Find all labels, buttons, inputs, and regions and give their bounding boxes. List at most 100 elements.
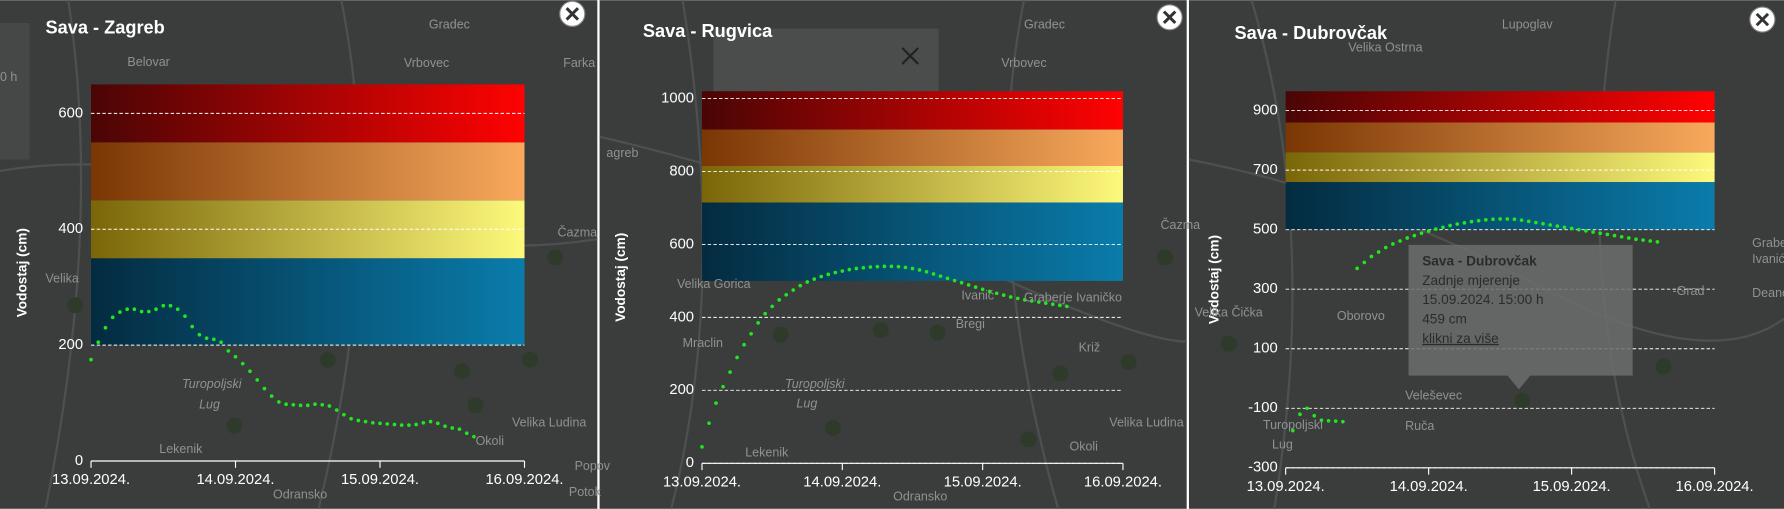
- map-label: Turopoljski: [182, 377, 243, 391]
- map-label: Lupoglav: [1502, 18, 1553, 32]
- data-point: [1419, 231, 1424, 236]
- data-point: [1448, 223, 1452, 228]
- map-label: -Grad: [1673, 284, 1705, 298]
- ghost-dialog: [713, 28, 939, 92]
- data-point: [882, 264, 887, 269]
- data-point: [742, 342, 746, 347]
- data-point: [1333, 419, 1338, 423]
- x-tick-label: 13.09.2024.: [52, 472, 130, 488]
- data-point: [298, 403, 303, 408]
- data-point: [1648, 239, 1653, 243]
- x-tick-label: 13.09.2024.: [663, 475, 741, 491]
- data-point: [472, 434, 476, 439]
- map-label: Oborovo: [1337, 309, 1385, 323]
- data-point: [735, 355, 739, 360]
- data-point: [1008, 295, 1013, 299]
- data-point: [959, 280, 964, 285]
- data-point: [89, 357, 93, 362]
- map-label: Velika Čička: [1195, 304, 1263, 319]
- map-label: Lug: [796, 396, 817, 410]
- x-tick-label: 15.09.2024.: [1533, 479, 1611, 495]
- data-point: [1562, 225, 1567, 230]
- level-band: [701, 91, 1123, 130]
- close-icon[interactable]: [1755, 12, 1770, 27]
- chart: -300 -100 100 300 500 700 900 13.09.2024. 14.09.…: [1207, 6, 1776, 495]
- map-label: Gradec: [1024, 18, 1065, 32]
- close-icon[interactable]: [1162, 10, 1177, 25]
- data-point: [103, 325, 108, 330]
- y-tick-label: -300: [1248, 460, 1278, 476]
- level-band: [91, 142, 525, 201]
- data-point: [840, 269, 845, 273]
- data-point: [443, 424, 447, 429]
- data-point: [1022, 298, 1027, 302]
- tooltip-link[interactable]: klikni za više: [1422, 331, 1499, 346]
- data-point: [1634, 237, 1638, 242]
- data-point: [1491, 217, 1495, 222]
- map-label: Gradec: [429, 18, 470, 32]
- close-icon[interactable]: [565, 7, 580, 21]
- data-point: [910, 266, 915, 271]
- data-point: [1383, 245, 1388, 250]
- close-button[interactable]: [1156, 4, 1183, 31]
- data-point: [805, 280, 810, 284]
- data-point: [1484, 218, 1488, 222]
- close-button[interactable]: [559, 0, 586, 27]
- map-markers: [67, 249, 1672, 448]
- map-label: Križ: [1079, 341, 1101, 355]
- data-point: [1469, 219, 1474, 224]
- data-point: [1584, 229, 1588, 233]
- data-point: [356, 418, 361, 423]
- data-point: [313, 402, 317, 407]
- data-point: [1626, 236, 1631, 240]
- map-label: agreb: [606, 146, 638, 160]
- map-label: Vrbovec: [1001, 56, 1046, 70]
- data-point: [146, 309, 151, 314]
- data-point: [168, 303, 173, 308]
- data-point: [363, 419, 368, 424]
- map-label: Ruča: [1405, 419, 1434, 433]
- tooltip-box: [1408, 244, 1633, 390]
- data-point: [450, 426, 455, 430]
- data-point: [1362, 260, 1367, 265]
- data-point: [721, 384, 725, 389]
- y-tick-label: 200: [58, 337, 83, 353]
- data-point: [798, 283, 803, 288]
- data-point: [861, 265, 866, 270]
- data-point: [1355, 266, 1359, 271]
- y-axis-title: Vodostaj (cm): [613, 233, 628, 322]
- data-point: [1512, 217, 1517, 222]
- data-point: [749, 331, 753, 336]
- chart: 0 200 400 600 800 1000 13.09.2024. 14.09.2024. 1…: [613, 4, 1183, 491]
- close-button[interactable]: [1749, 6, 1776, 33]
- data-point: [183, 314, 187, 318]
- data-point: [728, 370, 732, 374]
- data-point: [945, 276, 950, 281]
- map-label: Graber: [1752, 236, 1784, 250]
- data-point: [1598, 231, 1603, 236]
- data-point: [889, 264, 894, 269]
- charts: 0 200 400 600 13.09.2024. 14.09.2024. 15.09.20…: [14, 0, 1776, 495]
- data-point: [262, 386, 267, 391]
- data-point: [407, 423, 411, 427]
- data-point: [1341, 419, 1345, 424]
- data-point: [994, 291, 999, 296]
- x-tick-label: 14.09.2024.: [803, 475, 881, 491]
- data-point: [1576, 227, 1581, 232]
- y-tick-label: 600: [669, 236, 694, 252]
- data-point: [1441, 225, 1445, 230]
- data-point: [1433, 227, 1438, 231]
- x-tick-label: 13.09.2024.: [1247, 479, 1325, 495]
- y-tick-label: 800: [669, 163, 694, 179]
- data-point: [248, 369, 252, 374]
- y-tick-label: 400: [669, 309, 694, 325]
- map-label: Popov: [575, 459, 611, 473]
- tooltip-time: 15.09.2024. 15:00 h: [1422, 292, 1543, 307]
- map-label: Turopoljski: [1263, 418, 1323, 432]
- data-point: [714, 401, 718, 405]
- level-band: [1285, 122, 1715, 153]
- data-point: [392, 422, 397, 427]
- data-point: [833, 270, 838, 275]
- level-band: [701, 129, 1123, 167]
- data-point: [428, 419, 433, 424]
